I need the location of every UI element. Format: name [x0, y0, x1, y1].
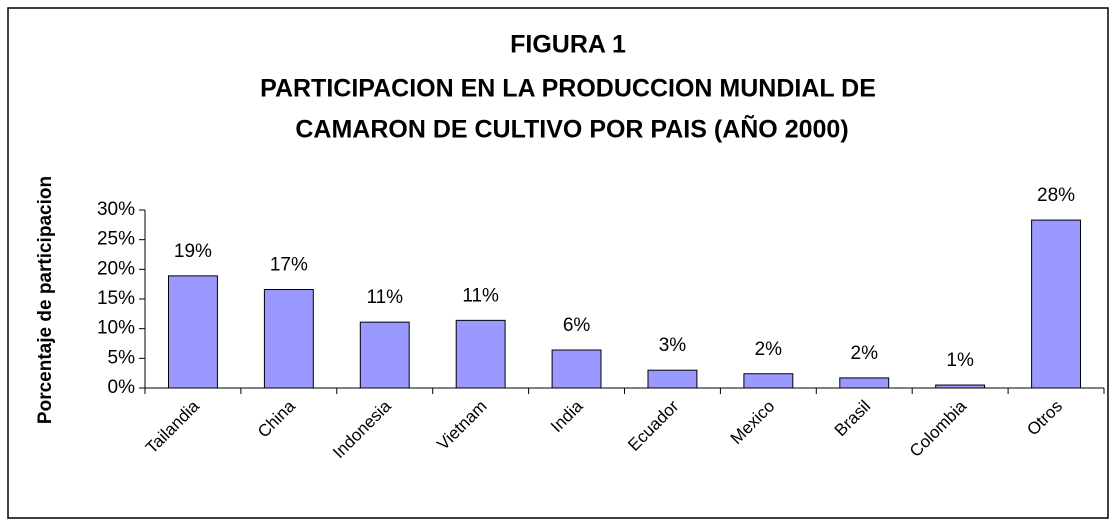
y-axis-label: Porcentaje de participacion: [35, 176, 56, 424]
value-label: 11%: [366, 287, 403, 308]
y-tick-label: 20%: [97, 258, 135, 279]
y-tick-label: 25%: [97, 229, 135, 250]
value-label: 3%: [659, 335, 687, 356]
value-label: 17%: [270, 255, 308, 276]
value-label: 11%: [462, 285, 499, 306]
bar: [551, 349, 602, 389]
bar: [359, 321, 410, 389]
chart-frame: [7, 7, 1109, 519]
bar: [455, 319, 506, 389]
y-tick-label: 0%: [108, 377, 136, 398]
value-label: 6%: [563, 315, 591, 336]
bar: [935, 384, 986, 389]
value-label: 19%: [174, 241, 212, 262]
bar: [167, 275, 218, 389]
bar: [839, 377, 890, 389]
value-label: 2%: [755, 339, 783, 360]
bar: [1031, 219, 1082, 389]
chart-title: PARTICIPACION EN LA PRODUCCION MUNDIAL D…: [260, 75, 876, 103]
y-tick-label: 15%: [97, 288, 135, 309]
bar: [743, 373, 794, 389]
bar: [647, 369, 698, 389]
value-label: 28%: [1037, 185, 1075, 206]
chart-title: CAMARON DE CULTIVO POR PAIS (AÑO 2000): [295, 114, 848, 144]
value-label: 2%: [851, 343, 879, 364]
bar: [263, 289, 314, 389]
chart-title: FIGURA 1: [510, 31, 626, 59]
y-tick-label: 10%: [97, 318, 135, 339]
y-tick-label: 5%: [108, 347, 136, 368]
value-label: 1%: [946, 350, 974, 371]
y-tick-label: 30%: [97, 199, 135, 220]
